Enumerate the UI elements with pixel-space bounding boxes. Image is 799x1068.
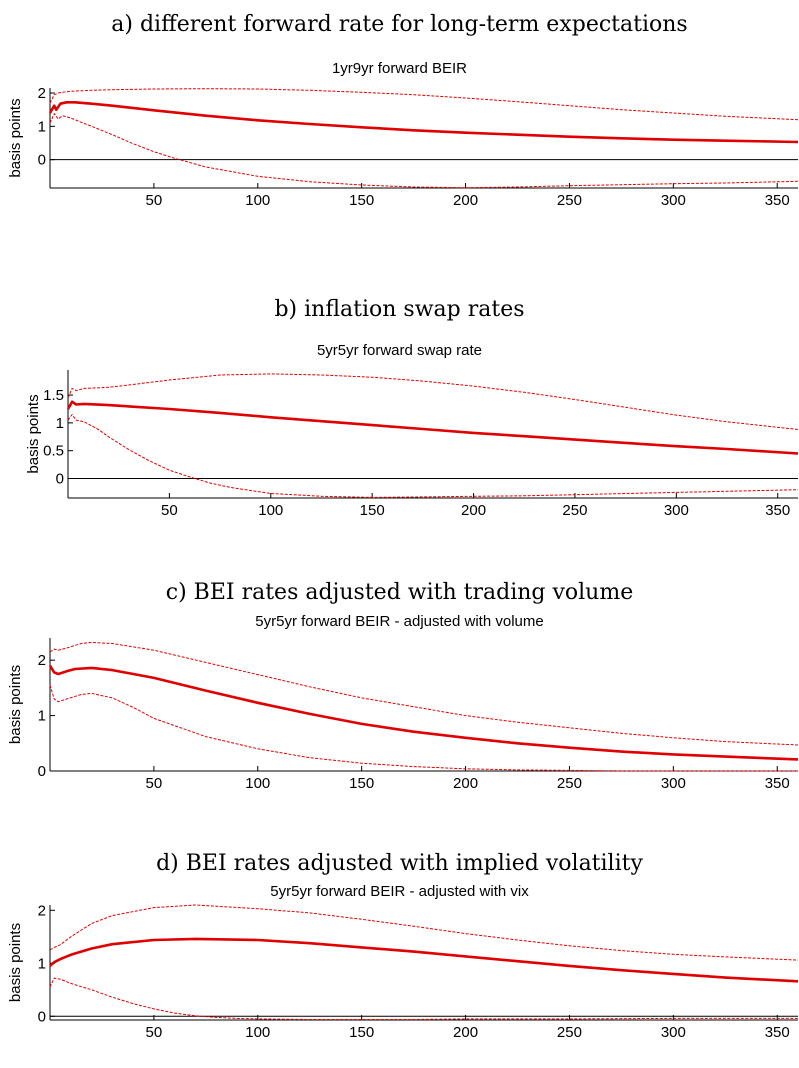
upper-confidence-band: [49, 641, 799, 746]
x-tick-label: 200: [453, 192, 478, 209]
x-tick-label: 350: [765, 1024, 790, 1041]
y-tick-label: 0.5: [43, 443, 64, 460]
x-tick-label: 300: [661, 775, 686, 792]
y-axis-label: basis points: [7, 665, 24, 744]
x-tick-label: 50: [161, 502, 178, 519]
x-tick-label: 250: [557, 1024, 582, 1041]
panel-c-plot-title: 5yr5yr forward BEIR - adjusted with volu…: [255, 613, 544, 630]
upper-confidence-band: [49, 88, 799, 121]
x-tick-label: 50: [146, 775, 163, 792]
x-tick-label: 200: [461, 502, 486, 519]
x-tick-label: 350: [765, 502, 790, 519]
upper-confidence-band: [49, 904, 799, 961]
x-tick-label: 200: [453, 1024, 478, 1041]
y-tick-label: 1.5: [43, 387, 64, 404]
y-tick-label: 1: [38, 708, 46, 725]
lower-confidence-band: [49, 977, 798, 1020]
lower-confidence-band: [49, 684, 798, 772]
x-tick-label: 50: [146, 1024, 163, 1041]
x-tick-label: 150: [349, 192, 374, 209]
x-tick-label: 50: [146, 192, 163, 209]
lower-confidence-band: [67, 414, 799, 498]
y-axis-label: basis points: [7, 98, 24, 177]
panel-d-heading: d) BEI rates adjusted with implied volat…: [156, 851, 643, 876]
x-tick-label: 350: [765, 775, 790, 792]
x-tick-label: 300: [661, 1024, 686, 1041]
y-tick-label: 2: [38, 85, 46, 102]
x-tick-label: 300: [664, 502, 689, 519]
x-tick-label: 350: [765, 192, 790, 209]
x-tick-label: 100: [245, 775, 270, 792]
x-tick-label: 200: [453, 775, 478, 792]
y-axis-label: basis points: [7, 923, 24, 1002]
y-tick-label: 1: [56, 415, 64, 432]
x-tick-label: 250: [557, 192, 582, 209]
impulse-response-line: [66, 400, 799, 455]
panel-a-plot-title: 1yr9yr forward BEIR: [331, 60, 468, 77]
x-tick-label: 250: [562, 502, 587, 519]
y-tick-label: 2: [38, 902, 46, 919]
y-tick-label: 0: [38, 1008, 46, 1025]
impulse-response-line: [48, 101, 799, 144]
panel-c-heading: c) BEI rates adjusted with trading volum…: [165, 580, 634, 605]
panel-b-heading: b) inflation swap rates: [274, 297, 525, 322]
impulse-response-line: [49, 937, 799, 983]
x-tick-label: 100: [245, 1024, 270, 1041]
x-tick-label: 150: [349, 775, 374, 792]
x-tick-label: 150: [360, 502, 385, 519]
x-tick-label: 100: [245, 192, 270, 209]
panel-a-heading: a) different forward rate for long-term …: [111, 12, 688, 37]
y-tick-label: 1: [38, 955, 46, 972]
impulse-response-line: [48, 665, 799, 761]
y-tick-label: 2: [38, 652, 46, 669]
y-tick-label: 0: [56, 471, 64, 488]
panel-d-plot-title: 5yr5yr forward BEIR - adjusted with vix: [270, 883, 529, 900]
y-tick-label: 1: [38, 118, 46, 135]
x-tick-label: 300: [661, 192, 686, 209]
x-tick-label: 250: [557, 775, 582, 792]
x-tick-label: 150: [349, 1024, 374, 1041]
panel-b-plot-title: 5yr5yr forward swap rate: [316, 342, 483, 359]
lower-confidence-band: [49, 113, 799, 189]
x-tick-label: 100: [258, 502, 283, 519]
y-tick-label: 0: [38, 763, 46, 780]
upper-confidence-band: [67, 373, 799, 430]
y-tick-label: 0: [38, 152, 46, 169]
y-axis-label: basis points: [25, 394, 42, 473]
